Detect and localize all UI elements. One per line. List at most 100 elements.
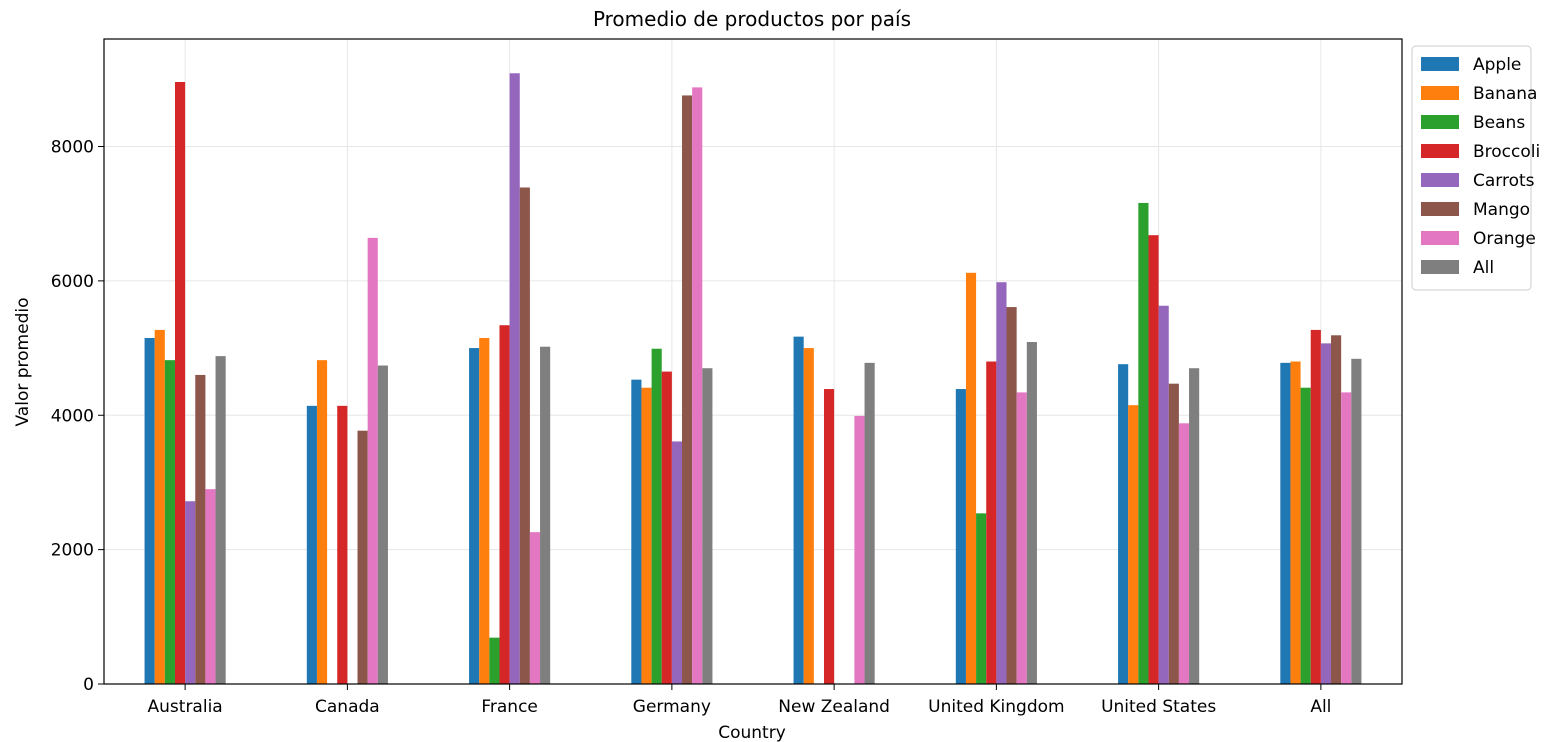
bar — [1320, 343, 1332, 684]
series-apple — [144, 336, 1291, 684]
legend-swatch — [1421, 202, 1459, 216]
bar — [1310, 329, 1321, 684]
y-tick-label: 4000 — [51, 406, 94, 426]
bar — [1341, 392, 1352, 684]
bar — [1331, 335, 1342, 684]
series-carrots — [185, 73, 1332, 684]
bar — [803, 348, 814, 684]
bar — [702, 368, 713, 684]
bar — [1006, 307, 1017, 684]
bar — [1148, 235, 1159, 684]
x-tick-label: All — [1310, 697, 1331, 717]
bar — [1118, 364, 1129, 684]
bar — [976, 513, 987, 684]
bar — [1128, 405, 1139, 684]
legend-swatch — [1421, 173, 1459, 187]
bar — [823, 389, 835, 684]
bar — [174, 82, 186, 684]
bar — [854, 415, 865, 684]
series-broccoli — [174, 82, 1321, 684]
x-tick-label: United States — [1101, 697, 1216, 717]
bar — [965, 272, 977, 684]
bar — [1189, 368, 1200, 684]
bar — [489, 637, 500, 684]
legend-swatch — [1421, 57, 1459, 71]
bars — [144, 73, 1362, 684]
x-tick-label: Germany — [633, 697, 711, 717]
legend-label: Mango — [1473, 200, 1530, 220]
bar — [1178, 423, 1190, 684]
bar — [154, 329, 165, 684]
bar — [540, 346, 551, 684]
bar — [631, 379, 642, 684]
y-tick-label: 8000 — [51, 138, 94, 158]
x-tick-label: France — [481, 697, 538, 717]
legend-label: Beans — [1473, 113, 1525, 133]
legend-frame — [1411, 45, 1532, 291]
bar — [793, 336, 804, 684]
bar — [1016, 392, 1027, 684]
y-tick-label: 6000 — [51, 272, 94, 292]
x-tick-label: Australia — [148, 697, 223, 717]
bar — [682, 95, 693, 684]
legend-label: Carrots — [1473, 171, 1535, 191]
bar — [367, 237, 378, 684]
bar — [661, 371, 672, 684]
x-tick-label: Canada — [315, 697, 380, 717]
bar — [1138, 202, 1149, 684]
legend-label: All — [1473, 258, 1494, 278]
series-beans — [164, 202, 1311, 684]
y-tick-label: 2000 — [51, 541, 94, 561]
legend-label: Apple — [1473, 55, 1521, 75]
bar — [1351, 358, 1362, 684]
bar — [499, 325, 510, 684]
bar — [996, 282, 1007, 684]
bar — [1168, 383, 1179, 684]
bar — [864, 362, 875, 684]
bar — [316, 360, 328, 684]
bar — [1290, 361, 1301, 684]
series-orange — [205, 87, 1352, 684]
bar — [469, 348, 480, 684]
grid-lines — [104, 39, 1402, 685]
bar — [519, 187, 530, 684]
legend-swatch — [1421, 144, 1459, 158]
chart-title: Promedio de productos por país — [593, 7, 911, 31]
bar — [357, 430, 368, 684]
bar — [1280, 362, 1291, 684]
bar — [479, 337, 490, 684]
plot-frame — [103, 38, 1403, 685]
legend-swatch — [1421, 86, 1459, 100]
legend-swatch — [1421, 115, 1459, 129]
x-axis-title: Country — [718, 723, 786, 742]
bar — [692, 87, 703, 684]
bar — [955, 389, 966, 684]
legend: Apple Banana Beans Broccoli Carrots Mango Oran… — [1411, 45, 1540, 291]
bar — [306, 405, 317, 684]
legend-label: Banana — [1473, 84, 1537, 104]
bar — [529, 532, 541, 684]
bar — [1300, 387, 1311, 684]
bar — [509, 73, 520, 684]
legend-swatch — [1421, 260, 1459, 274]
bar — [205, 489, 216, 684]
series-all — [215, 342, 1362, 684]
y-tick-label: 0 — [83, 675, 94, 695]
y-axis: 0 2000 4000 6000 8000 — [51, 138, 104, 695]
bar — [144, 337, 155, 684]
series-banana — [154, 272, 1301, 684]
bar — [986, 361, 997, 684]
bar — [641, 387, 652, 684]
legend-label: Orange — [1473, 229, 1536, 249]
legend-label: Broccoli — [1473, 142, 1540, 162]
bar — [164, 360, 175, 684]
x-axis: Australia Canada France Germany New Zealand U… — [148, 684, 1331, 717]
bar — [651, 348, 662, 684]
x-tick-label: New Zealand — [778, 697, 890, 717]
y-axis-title: Valor promedio — [13, 298, 33, 427]
x-tick-label: United Kingdom — [928, 697, 1064, 717]
bar — [215, 356, 226, 684]
bar — [671, 441, 683, 684]
bar — [377, 365, 388, 684]
legend-swatch — [1421, 231, 1459, 245]
